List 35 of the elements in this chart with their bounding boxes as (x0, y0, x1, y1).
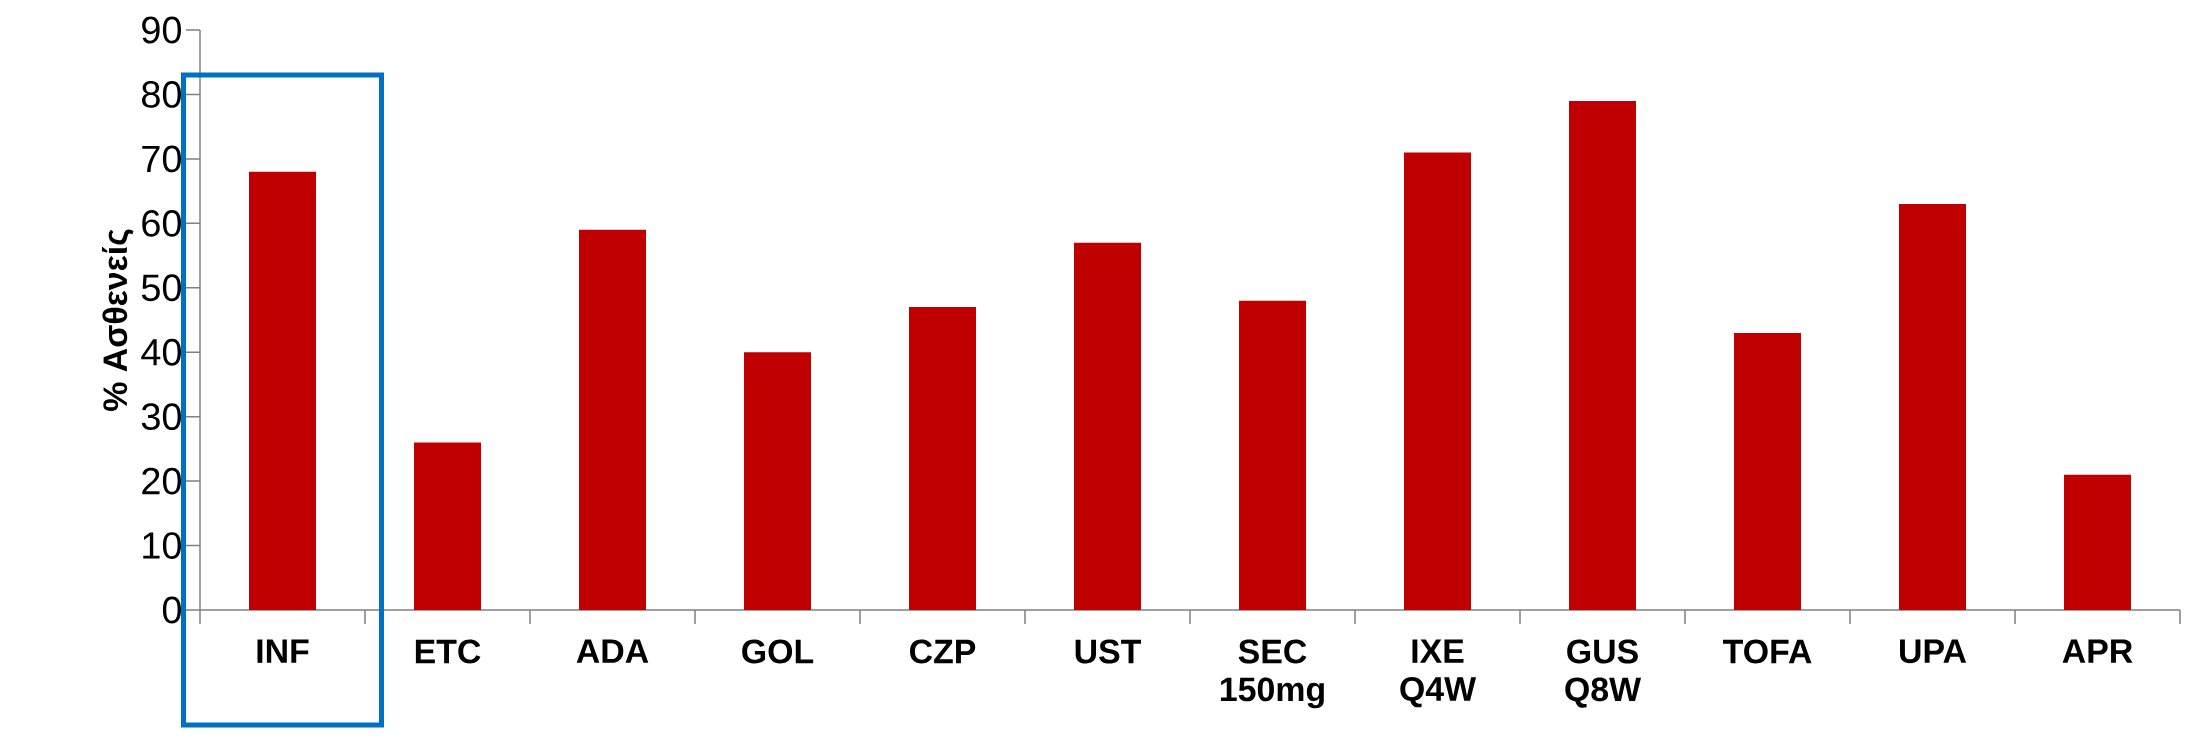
x-tick-label: ADA (576, 639, 649, 663)
x-tick-label: IXE Q4W (1400, 639, 1477, 708)
y-tick-label: 80 (142, 81, 181, 108)
x-tick-label: UST (1075, 639, 1142, 664)
y-tick-label: 90 (142, 16, 181, 44)
x-tick-label: INF (257, 639, 309, 663)
x-tick-label: GUS Q8W (1565, 639, 1642, 708)
y-axis-title: % Ασθενείς (101, 229, 134, 411)
bar (579, 229, 646, 610)
y-tick-label: 20 (142, 467, 181, 495)
bar (1074, 242, 1141, 610)
y-tick-label: 30 (141, 403, 181, 431)
x-tick-label: CZP (910, 639, 976, 664)
y-tick-label: 10 (143, 532, 181, 559)
bar (2064, 474, 2132, 610)
x-tick-label: APR (2062, 639, 2133, 663)
x-tick-label: GOL (742, 639, 814, 664)
x-tick-label: TOFA (1723, 639, 1812, 664)
x-tick-label: SEC 150mg (1220, 639, 1324, 709)
bar (414, 442, 481, 610)
bar (249, 171, 316, 610)
bar (1569, 100, 1636, 610)
bar (1899, 204, 1967, 610)
y-tick-label: 40 (141, 338, 181, 366)
bar (909, 307, 976, 610)
x-tick-label: UPA (1900, 639, 1967, 664)
y-tick-label: 60 (142, 209, 181, 237)
x-tick-label: ETC (415, 639, 481, 664)
y-tick-label: 50 (141, 274, 181, 302)
bar (1239, 300, 1306, 610)
bar (744, 352, 811, 610)
y-tick-label: 70 (142, 145, 181, 173)
bar (1404, 152, 1471, 610)
y-tick-label: 0 (162, 596, 181, 624)
bar (1734, 332, 1801, 610)
